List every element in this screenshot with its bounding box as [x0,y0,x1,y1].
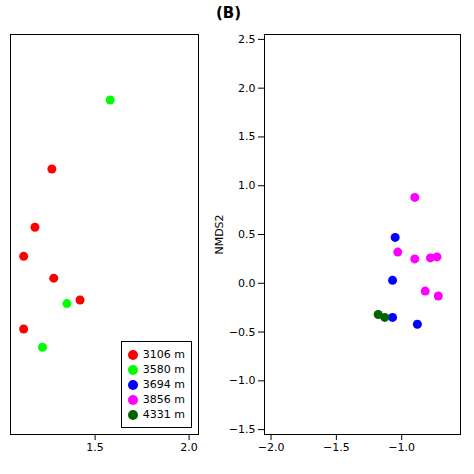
svg-text:0.0: 0.0 [238,277,256,290]
svg-text:1.0: 1.0 [238,179,256,192]
svg-text:2.5: 2.5 [238,33,256,46]
svg-text:NMDS2: NMDS2 [213,214,226,254]
svg-text:−1.0: −1.0 [388,441,415,454]
html-text:(B): (B) [216,4,242,22]
svg-text:2.0: 2.0 [180,441,198,454]
svg-text:0.5: 0.5 [238,228,256,241]
html-text:3106 m: 3106 m [142,348,185,361]
svg-text:−2.0: −2.0 [258,441,285,454]
svg-text:2.0: 2.0 [238,82,256,95]
svg-text:−1.5: −1.5 [323,441,350,454]
svg-text:1.5: 1.5 [86,441,104,454]
svg-text:1.5: 1.5 [238,130,256,143]
html-text:4331 m: 4331 m [142,408,185,421]
svg-text:−1.5: −1.5 [229,423,256,436]
html-text:3694 m: 3694 m [142,378,185,391]
svg-text:−1.0: −1.0 [229,374,256,387]
svg-text:−0.5: −0.5 [229,326,256,339]
html-text:3580 m: 3580 m [142,363,185,376]
html-text:3856 m: 3856 m [142,393,185,406]
